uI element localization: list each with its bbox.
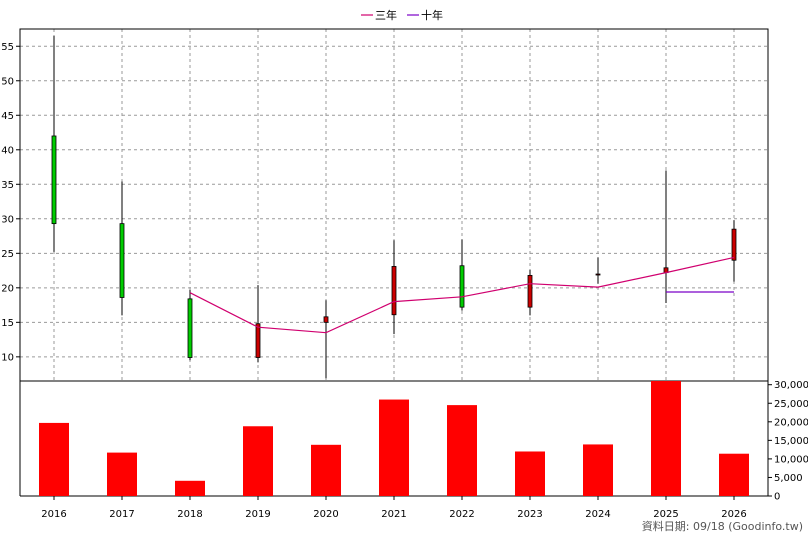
series-line-three-year xyxy=(189,256,735,334)
candle-body xyxy=(323,316,329,323)
volume-bar xyxy=(39,422,69,496)
candle-2022 xyxy=(459,239,465,311)
x-axis: 2016 2017 2018 2019 2020 2021 2022 2023 2024 2025… xyxy=(41,496,747,520)
candle-2025 xyxy=(663,170,669,304)
x-tick-label: 2017 xyxy=(109,509,134,520)
x-tick-label: 2026 xyxy=(721,509,746,520)
candle-2024 xyxy=(595,257,601,284)
volume-bar xyxy=(515,451,545,496)
volume-tick-label: 30,000 xyxy=(774,380,808,391)
volume-bar xyxy=(583,444,613,496)
volume-tick-label: 25,000 xyxy=(774,399,808,410)
candle-body xyxy=(51,135,57,225)
candle-2017 xyxy=(119,181,125,316)
x-tick-label: 2021 xyxy=(381,509,406,520)
data-credit: 資料日期: 09/18 (Goodinfo.tw) xyxy=(642,519,803,533)
x-tick-label: 2020 xyxy=(313,509,338,520)
volume-bar xyxy=(175,480,205,496)
legend-label-three-year: 三年 xyxy=(375,8,397,22)
price-tick-label: 45 xyxy=(1,111,14,122)
candle-body xyxy=(595,273,601,276)
volume-bar xyxy=(651,381,681,496)
price-tick-label: 25 xyxy=(1,249,14,260)
price-tick-label: 35 xyxy=(1,180,14,191)
price-tick-label: 20 xyxy=(1,283,14,294)
candle-2018 xyxy=(187,289,193,361)
x-tick-label: 2019 xyxy=(245,509,270,520)
price-frame xyxy=(19,28,769,382)
candle-2021 xyxy=(391,240,397,335)
volume-axis: 0 5,000 10,000 15,000 20,000 25,000 30,000 xyxy=(768,380,808,503)
price-tick-label: 50 xyxy=(1,76,14,87)
volume-bar xyxy=(447,405,477,496)
volume-bar xyxy=(243,426,273,496)
volume-tick-label: 0 xyxy=(774,492,780,503)
candle-body xyxy=(391,266,397,316)
legend-label-ten-year: 十年 xyxy=(421,8,443,22)
candle-body xyxy=(187,298,193,358)
average-lines xyxy=(189,256,735,334)
price-tick-label: 10 xyxy=(1,352,14,363)
candle-2020 xyxy=(323,300,329,379)
candle-2016 xyxy=(51,35,57,252)
volume-bar xyxy=(379,399,409,496)
x-tick-label: 2023 xyxy=(517,509,542,520)
candlesticks xyxy=(51,35,737,379)
price-tick-label: 15 xyxy=(1,318,14,329)
candle-body xyxy=(527,274,533,308)
candle-body xyxy=(459,265,465,308)
candle-body xyxy=(731,228,737,261)
x-tick-label: 2016 xyxy=(41,509,66,520)
candle-2019 xyxy=(255,285,261,363)
price-tick-label: 30 xyxy=(1,214,14,225)
volume-bars xyxy=(39,381,749,496)
x-tick-label: 2022 xyxy=(449,509,474,520)
x-tick-label: 2024 xyxy=(585,509,610,520)
x-tick-label: 2025 xyxy=(653,509,678,520)
price-tick-label: 40 xyxy=(1,145,14,156)
x-tick-label: 2018 xyxy=(177,509,202,520)
volume-tick-label: 10,000 xyxy=(774,454,808,465)
candle-body xyxy=(255,323,261,358)
volume-bar xyxy=(311,444,341,496)
volume-bar xyxy=(107,452,137,496)
legend: 三年 十年 xyxy=(361,8,443,22)
price-axis: 10 15 20 25 30 35 40 45 50 55 xyxy=(1,42,20,363)
volume-bar xyxy=(719,453,749,496)
volume-tick-label: 15,000 xyxy=(774,436,808,447)
volume-tick-label: 20,000 xyxy=(774,417,808,428)
candle-body xyxy=(119,223,125,298)
volume-tick-label: 5,000 xyxy=(774,473,803,484)
candle-2023 xyxy=(527,269,533,316)
candle-2026 xyxy=(731,220,737,282)
price-tick-label: 55 xyxy=(1,42,14,53)
